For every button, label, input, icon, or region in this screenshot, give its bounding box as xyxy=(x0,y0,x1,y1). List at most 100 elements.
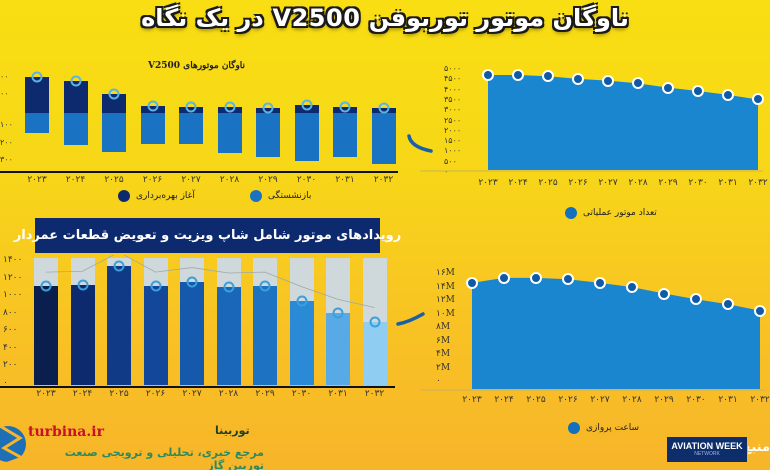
x-tick: ۲۰۲۸ xyxy=(219,175,240,185)
y-tick: ۴۰۰ xyxy=(3,342,18,353)
data-point-marker xyxy=(186,276,198,288)
legend-operational: تعداد موتور عملیاتی xyxy=(565,207,657,219)
data-point-marker xyxy=(572,72,584,85)
shop-visit-bar xyxy=(180,281,204,385)
retirement-bar xyxy=(140,113,165,144)
data-point-marker xyxy=(602,74,614,87)
y-tick: ۰ xyxy=(436,376,441,386)
x-tick: ۲۰۲۶ xyxy=(558,395,578,405)
site-url[interactable]: turbina.ir xyxy=(28,424,104,440)
data-point-marker xyxy=(185,101,197,113)
shop-visit-chart: ۱۴۰۰ ۱۲۰۰ ۱۰۰۰ ۸۰۰ ۶۰۰ ۴۰۰ ۲۰۰ ۰ ۲۰۲۳ ۲۰۲۴ ۲۰۲۵ ۲۰… xyxy=(0,255,400,405)
retirement-bar xyxy=(256,113,280,157)
data-point-marker xyxy=(754,304,766,317)
area-fill xyxy=(472,277,760,389)
y-tick: ۴۰۰۰ xyxy=(444,84,462,94)
flight-hours-area xyxy=(420,277,765,391)
shop-visit-bar xyxy=(326,313,350,385)
data-point-marker xyxy=(752,93,764,106)
data-point-marker xyxy=(542,70,554,83)
swoosh-decoration-icon xyxy=(396,312,425,326)
data-point-marker xyxy=(722,88,734,101)
fleet-chart: ناوگان موتورهای V2500 ۰۰ ۰۰ ۱۰۰ ۲۰۰ ۳۰۰ … xyxy=(0,55,400,215)
data-point-marker xyxy=(262,102,274,114)
fleet-chart-title: ناوگان موتورهای V2500 xyxy=(148,61,246,71)
data-point-marker xyxy=(632,77,644,90)
x-tick: ۲۰۲۳ xyxy=(27,175,47,185)
data-point-marker xyxy=(662,81,674,94)
y-tick: ۵۰۰ xyxy=(444,156,457,166)
x-tick: ۲۰۲۸ xyxy=(218,389,239,399)
y-tick: ۱۰۰ xyxy=(0,120,13,129)
data-point-marker xyxy=(70,75,81,87)
legend-label: ساعت پروازی xyxy=(586,423,640,433)
x-tick: ۲۰۲۷ xyxy=(182,389,202,399)
data-point-marker xyxy=(223,281,234,293)
y-tick: ۱۴M xyxy=(436,281,455,292)
navy-dot-icon xyxy=(118,190,130,202)
x-tick: ۲۰۲۸ xyxy=(622,395,642,405)
data-point-marker xyxy=(378,102,389,114)
y-tick: ۳۰۰۰ xyxy=(444,105,462,115)
x-tick: ۲۰۳۲ xyxy=(364,389,385,399)
retirement-bar xyxy=(25,113,49,134)
data-point-marker xyxy=(108,88,120,100)
source-label: منبع: xyxy=(748,440,770,455)
data-point-marker xyxy=(259,280,271,292)
x-tick: ۲۰۲۴ xyxy=(72,389,93,399)
x-tick: ۲۰۳۱ xyxy=(718,178,738,188)
x-tick: ۲۰۳۲ xyxy=(373,175,394,185)
legend-label: بازنشستگی xyxy=(268,191,312,201)
x-tick: ۲۰۳۲ xyxy=(750,395,770,405)
fleet-baseline xyxy=(0,171,398,173)
data-point-marker xyxy=(512,68,524,81)
y-tick: ۲۰۰ xyxy=(0,138,13,147)
legend-flight-hours: ساعت پروازی xyxy=(568,422,639,434)
y-tick: ۲۰۰ xyxy=(3,360,18,370)
legend-label: آغاز بهره‌برداری xyxy=(136,191,195,201)
data-point-marker xyxy=(77,279,88,291)
retirement-bar xyxy=(179,113,203,144)
x-tick: ۲۰۲۷ xyxy=(590,395,610,405)
shop-visit-baseline xyxy=(0,386,395,388)
y-tick: ۱۴۰۰ xyxy=(3,255,23,265)
shop-visit-bar xyxy=(107,266,131,385)
y-tick: ۲۰۰۰ xyxy=(444,125,462,135)
x-tick: ۲۰۲۹ xyxy=(255,389,275,399)
flight-hours-chart: ۱۶M ۱۴M ۱۲M ۱۰M ۸M ۶M ۴M ۲M ۰ ۲۰۲۳ ۲۰۲۴ ۲۰۲۵ ۲۰۲۶ ۲۰… xyxy=(420,255,770,445)
blue-dot-icon xyxy=(568,422,580,434)
legend-label: تعداد موتور عملیاتی xyxy=(583,208,657,218)
shop-visit-bar xyxy=(216,287,241,385)
data-point-marker xyxy=(369,316,380,327)
x-tick: ۲۰۳۱ xyxy=(335,175,355,185)
shop-visit-bar xyxy=(143,286,168,385)
x-tick: ۲۰۳۰ xyxy=(686,395,706,405)
y-tick: ۴M xyxy=(436,349,451,359)
x-tick: ۲۰۲۷ xyxy=(181,175,201,185)
shop-visit-banner: رویدادهای موتور شامل شاپ ویزیت و تعویض ق… xyxy=(14,218,401,253)
x-tick: ۲۰۳۰ xyxy=(296,175,317,185)
blue-dot-icon xyxy=(565,207,577,219)
y-tick: ۱۰۰۰ xyxy=(3,290,23,300)
data-point-marker xyxy=(296,295,307,307)
data-point-marker xyxy=(626,281,638,294)
data-point-marker xyxy=(40,280,52,292)
operational-engines-chart: ۵۰۰۰۴۵۰۰۴۰۰۰۳۵۰۰۳۰۰۰۲۵۰۰۲۰۰۰۱۵۰۰۱۰۰۰۵۰۰۰… xyxy=(420,55,770,225)
data-point-marker xyxy=(224,101,235,113)
x-tick: ۲۰۳۲ xyxy=(748,178,768,188)
data-point-marker xyxy=(301,99,312,111)
data-point-marker xyxy=(658,287,670,300)
data-point-marker xyxy=(482,68,494,81)
y-tick: ۲۵۰۰ xyxy=(444,115,462,125)
data-point-marker xyxy=(31,71,43,83)
x-tick: ۲۰۳۱ xyxy=(328,389,348,399)
legend-entry-into-service: آغاز بهره‌برداری xyxy=(118,190,195,202)
x-tick: ۲۰۲۶ xyxy=(142,175,163,185)
y-tick: ۳۰۰ xyxy=(0,155,13,164)
x-tick: ۲۰۲۸ xyxy=(628,178,648,188)
aviation-week-logo: AVIATION WEEK NETWORK xyxy=(667,437,747,462)
turbina-logo-icon xyxy=(0,424,26,468)
x-tick: ۲۰۲۳ xyxy=(462,395,482,405)
data-point-marker xyxy=(150,280,161,292)
shop-visit-bar xyxy=(253,286,277,385)
